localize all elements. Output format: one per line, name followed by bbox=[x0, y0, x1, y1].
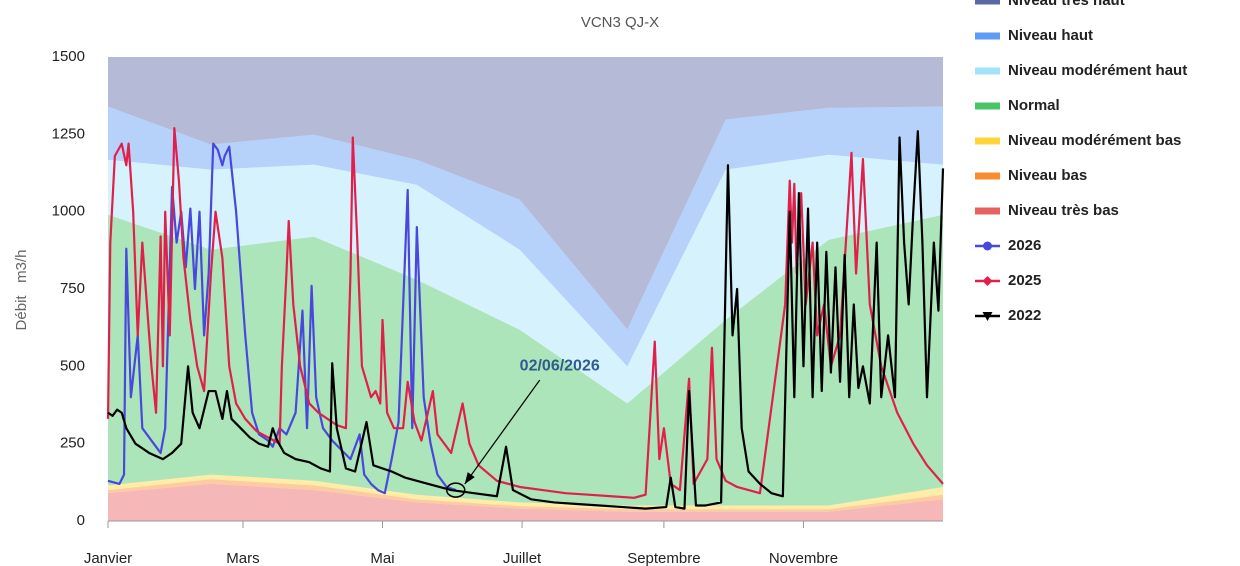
annotation-group: 02/06/2026 bbox=[445, 357, 600, 498]
annotation-arrowhead bbox=[464, 472, 475, 485]
series-line bbox=[107, 130, 945, 510]
legend-marker bbox=[982, 276, 993, 286]
legend-swatch bbox=[975, 172, 1000, 180]
band-area bbox=[108, 483, 943, 521]
band-area bbox=[108, 479, 943, 512]
axes: 0 250 500 750 1000 1250 1500 Janvier Mars Mai Juil… bbox=[52, 48, 943, 566]
legend-label: Niveau modérément bas bbox=[1008, 132, 1181, 149]
band-area bbox=[108, 474, 943, 510]
band-area bbox=[108, 57, 943, 330]
legend: Niveau très haut Niveau haut Niveau modéré… bbox=[975, 0, 1187, 324]
legend-label: Niveau bas bbox=[1008, 167, 1087, 184]
series-line bbox=[107, 142, 457, 495]
legend-swatch bbox=[975, 0, 1000, 5]
legend-label: Normal bbox=[1008, 97, 1060, 114]
legend-label: Niveau très bas bbox=[1008, 202, 1119, 219]
chart-subtitle: VCN3 QJ-X bbox=[581, 14, 659, 31]
legend-swatch bbox=[975, 67, 1000, 75]
x-tick-label: Novembre bbox=[769, 550, 838, 566]
legend-label: 2025 bbox=[1008, 272, 1041, 289]
annotation-circle bbox=[445, 482, 466, 498]
areas bbox=[108, 57, 943, 521]
y-axis-label: Débit m3/h bbox=[13, 250, 30, 331]
band-area bbox=[108, 154, 943, 404]
y-tick-label: 1250 bbox=[52, 125, 85, 142]
legend-label: Niveau très haut bbox=[1008, 0, 1125, 9]
y-tick-label: 250 bbox=[60, 435, 85, 452]
legend-swatch bbox=[975, 32, 1000, 40]
x-tick-label: Septembre bbox=[627, 550, 700, 566]
y-tick-label: 1000 bbox=[52, 203, 85, 220]
legend-swatch bbox=[975, 102, 1000, 110]
annotation-arrow bbox=[464, 379, 541, 485]
x-tick-label: Mars bbox=[226, 550, 259, 566]
legend-swatch bbox=[975, 207, 1000, 215]
series-line bbox=[106, 127, 944, 499]
legend-label: Niveau haut bbox=[1008, 27, 1093, 44]
legend-label: 2022 bbox=[1008, 307, 1041, 324]
lines bbox=[106, 127, 945, 510]
legend-label: 2026 bbox=[1008, 237, 1041, 254]
legend-marker bbox=[983, 241, 992, 251]
x-tick-label: Juillet bbox=[503, 550, 542, 566]
band-area bbox=[108, 106, 943, 367]
legend-label: Niveau modérément haut bbox=[1008, 62, 1187, 79]
y-tick-label: 0 bbox=[77, 512, 85, 529]
band-area bbox=[108, 214, 943, 506]
y-tick-label: 1500 bbox=[52, 48, 85, 65]
x-tick-label: Janvier bbox=[84, 550, 132, 566]
legend-swatch bbox=[975, 137, 1000, 145]
annotation-label: 02/06/2026 bbox=[520, 357, 600, 374]
legend-marker bbox=[982, 312, 993, 321]
x-tick-label: Mai bbox=[370, 550, 394, 566]
y-tick-label: 750 bbox=[60, 280, 85, 297]
y-tick-label: 500 bbox=[60, 357, 85, 374]
